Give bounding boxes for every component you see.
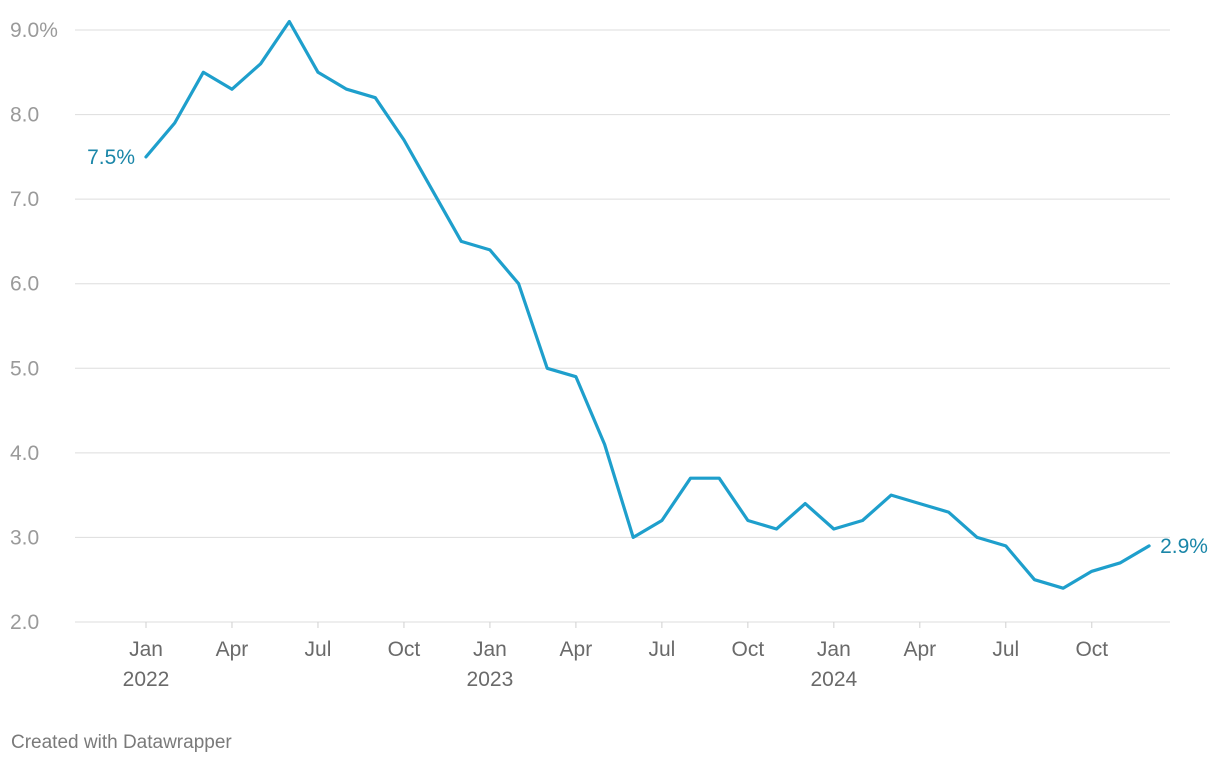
x-tick-label: Oct bbox=[388, 638, 421, 661]
y-tick-label: 4.0 bbox=[10, 442, 39, 465]
x-tick-year-label: 2024 bbox=[810, 668, 857, 691]
series-line bbox=[144, 19, 1151, 590]
x-tick-label: Jul bbox=[648, 638, 675, 661]
start-value-label: 7.5% bbox=[87, 146, 135, 169]
x-tick-label: Oct bbox=[1075, 638, 1108, 661]
x-tick-year-label: 2023 bbox=[467, 668, 514, 691]
y-tick-label: 5.0 bbox=[10, 357, 39, 380]
series-layer bbox=[144, 19, 1151, 590]
x-tick-label: Jan bbox=[817, 638, 851, 661]
x-tick-label: Jul bbox=[305, 638, 332, 661]
y-tick-label: 6.0 bbox=[10, 273, 39, 296]
y-tick-label: 9.0% bbox=[10, 19, 58, 42]
x-tick-label: Apr bbox=[903, 638, 936, 661]
x-tick-label: Jan bbox=[473, 638, 507, 661]
y-tick-label: 2.0 bbox=[10, 611, 39, 634]
x-axis: Jan 2022 Apr Jul Oct Jan 2023 Apr Jul Oct Jan 2024 A… bbox=[123, 622, 1108, 691]
x-tick-label: Jan bbox=[129, 638, 163, 661]
end-value-label: 2.9% bbox=[1160, 535, 1208, 558]
x-tick-label: Apr bbox=[560, 638, 593, 661]
y-axis: 2.0 3.0 4.0 5.0 6.0 7.0 8.0 9.0% bbox=[10, 19, 58, 634]
y-tick-label: 7.0 bbox=[10, 188, 39, 211]
y-tick-label: 8.0 bbox=[10, 104, 39, 127]
x-tick-label: Oct bbox=[732, 638, 765, 661]
x-tick-label: Apr bbox=[216, 638, 249, 661]
line-chart: 2.0 3.0 4.0 5.0 6.0 7.0 8.0 9.0% Jan 2022 Apr Jul O… bbox=[10, 19, 1208, 691]
x-tick-year-label: 2022 bbox=[123, 668, 170, 691]
datawrapper-credit: Created with Datawrapper bbox=[11, 732, 232, 753]
y-tick-label: 3.0 bbox=[10, 526, 39, 549]
end-labels: 7.5% 2.9% bbox=[87, 146, 1208, 558]
x-tick-label: Jul bbox=[992, 638, 1019, 661]
gridlines bbox=[75, 29, 1170, 623]
